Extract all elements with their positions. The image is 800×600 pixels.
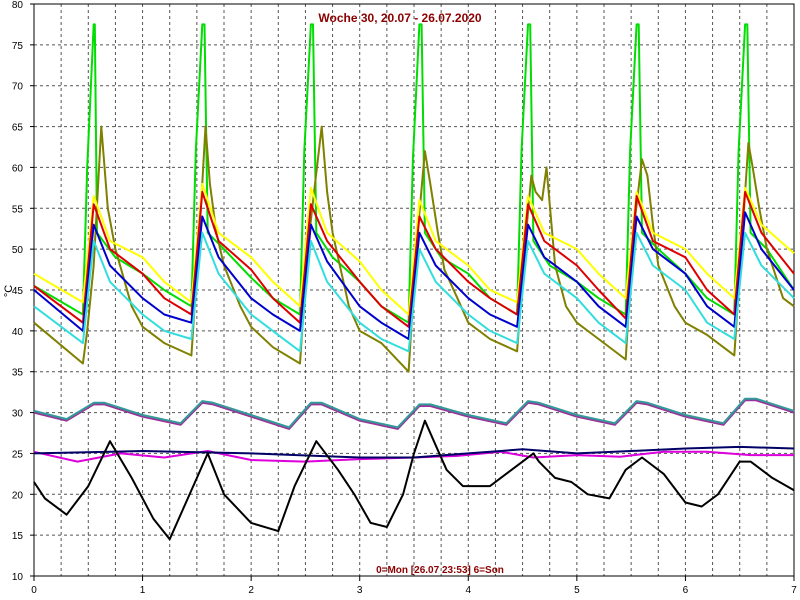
y-tick-label: 80	[12, 0, 24, 11]
series-line-3	[33, 182, 795, 316]
x-tick-label: 2	[248, 585, 254, 596]
chart-footer: 0=Mon [26.07 23:53] 6=Son	[376, 565, 504, 576]
x-tick-label: 7	[791, 585, 797, 596]
y-tick-label: 55	[12, 204, 24, 215]
y-axis-label: °C	[3, 285, 15, 297]
y-tick-label: 35	[12, 368, 24, 379]
y-tick-label: 40	[12, 327, 24, 338]
y-tick-label: 15	[12, 531, 24, 542]
y-tick-label: 75	[12, 41, 24, 52]
y-tick-label: 65	[12, 123, 24, 134]
y-tick-label: 20	[12, 490, 24, 501]
x-tick-label: 0	[31, 585, 37, 596]
series-line-5	[33, 211, 795, 340]
x-tick-label: 6	[683, 585, 689, 596]
series-line-10	[33, 445, 795, 459]
series-line-4	[33, 190, 795, 328]
x-tick-label: 1	[140, 585, 146, 596]
y-tick-label: 70	[12, 82, 24, 93]
chart-title: Woche 30, 20.07 - 26.07.2020	[318, 11, 482, 25]
y-tick-label: 25	[12, 449, 24, 460]
y-tick-label: 45	[12, 286, 24, 297]
series-line-8	[33, 397, 795, 429]
series-line-7	[33, 399, 795, 430]
y-tick-label: 60	[12, 163, 24, 174]
y-tick-label: 30	[12, 409, 24, 420]
y-tick-label: 50	[12, 245, 24, 256]
x-tick-label: 4	[466, 585, 472, 596]
series-line-11	[33, 419, 795, 541]
x-tick-label: 5	[574, 585, 580, 596]
series-line-6	[33, 231, 795, 353]
x-tick-label: 3	[357, 585, 363, 596]
series-group	[33, 23, 795, 541]
y-tick-label: 10	[12, 572, 24, 583]
